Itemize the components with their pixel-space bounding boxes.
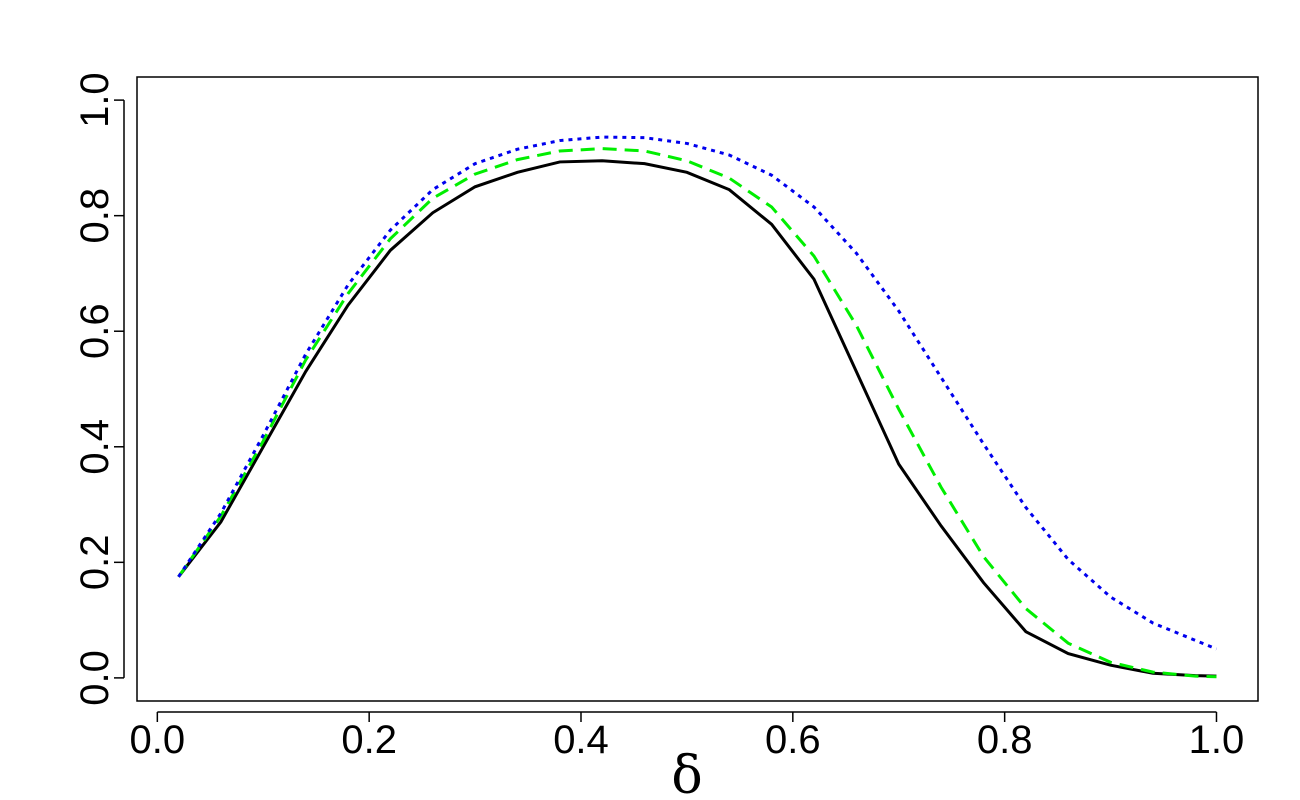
y-tick-label: 0.0 [73,650,117,706]
x-axis-label: δ [671,746,702,800]
y-tick-label: 0.8 [73,188,117,244]
x-tick-label: 0.6 [765,718,821,762]
y-tick-label: 0.6 [73,303,117,359]
x-tick-label: 0.0 [130,718,186,762]
y-tick-label: 0.4 [73,419,117,475]
series-line [177,159,1217,678]
y-tick-label: 1.0 [73,72,117,128]
x-tick-label: 0.8 [977,718,1033,762]
x-tick-label: 0.4 [553,718,609,762]
x-tick-label: 1.0 [1189,718,1245,762]
series-line [177,135,1218,651]
y-tick-label: 0.2 [73,535,117,591]
plot-box [136,76,1259,702]
series-line [177,147,1217,679]
x-tick-label: 0.2 [341,718,397,762]
